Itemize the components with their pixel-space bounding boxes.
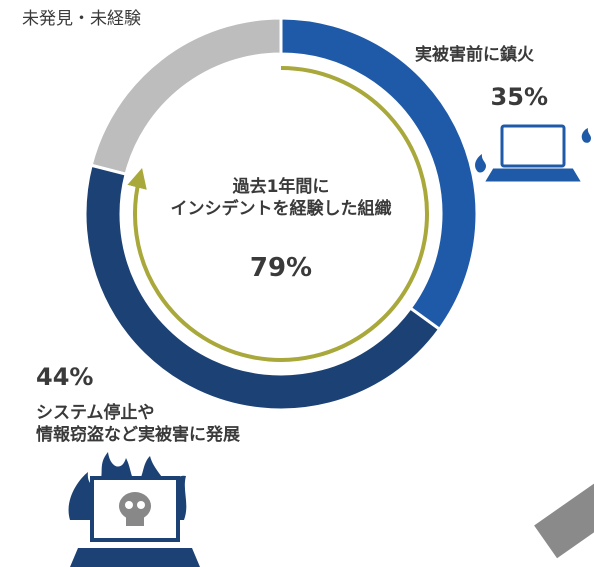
category-label: システム停止や 情報窃盗など実被害に発展 — [36, 402, 240, 446]
laptop-icon — [488, 126, 578, 180]
value-label: 44% — [36, 362, 93, 392]
page: 未発見・未経験 実被害前に鎮火 35% 44% システム停止や 情報窃盗など実被… — [0, 0, 594, 567]
value-label: 35% — [491, 82, 548, 112]
category-label: 実被害前に鎮火 — [415, 44, 534, 66]
center-label: 過去1年間に インシデントを経験した組織 — [131, 176, 431, 220]
category-label: 未発見・未経験 — [22, 8, 141, 30]
decoration — [534, 480, 594, 559]
donut-segment — [91, 18, 281, 174]
center-value: 79% — [131, 252, 431, 284]
